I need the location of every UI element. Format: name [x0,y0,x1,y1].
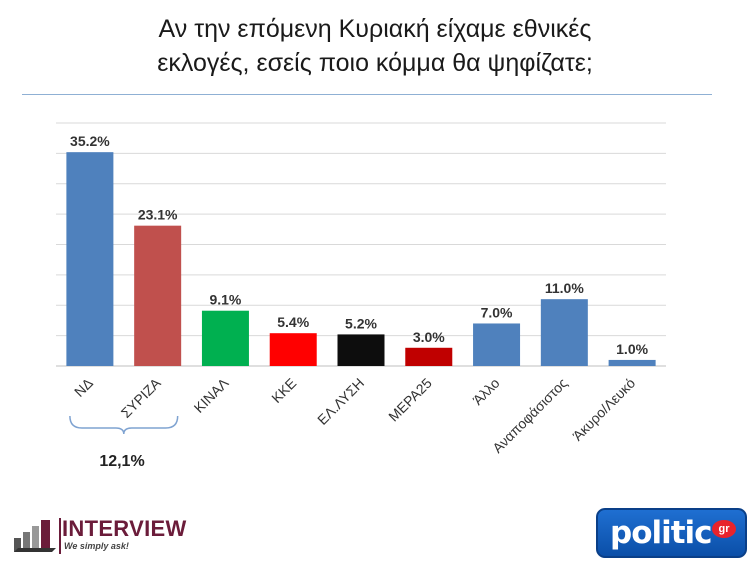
interview-bars-icon [14,520,56,552]
bar [269,333,317,366]
category-label: ΝΔ [71,375,96,400]
interview-name: INTERVIEW [62,516,187,541]
interview-tagline: We simply ask! [64,541,129,551]
politic-badge: gr [712,520,736,538]
title-divider [22,94,712,95]
title-line-1: Αν την επόμενη Κυριακή είχαμε εθνικές [158,15,592,43]
bar [66,152,114,366]
gap-bracket [69,415,179,435]
bar [473,323,521,366]
politic-wordmark: politic [610,515,713,551]
bar [201,310,249,366]
interview-logo: INTERVIEW We simply ask! [12,514,187,556]
category-label: ΜΕΡΑ25 [385,375,435,425]
bar [134,225,182,366]
data-label: 3.0% [413,329,445,345]
data-label: 1.0% [616,341,648,357]
data-label: 7.0% [481,304,513,320]
data-label: 5.4% [277,314,309,330]
bar [608,359,656,366]
politic-logo: politic gr [596,508,747,558]
gap-annotation: 12,1% [99,453,145,470]
category-label: Άλλο [469,375,502,408]
data-label: 5.2% [345,315,377,331]
bar [540,299,588,366]
data-label: 11.0% [545,280,584,296]
title-line-2: εκλογές, εσείς ποιο κόμμα θα ψηφίζατε; [157,49,593,77]
category-label: ΕΛ.ΛΥΣΗ [314,375,367,428]
category-label: Άκυρο/Λευκό [569,375,638,444]
bar [337,334,385,366]
data-label: 35.2% [70,133,110,149]
interview-separator [59,518,61,554]
category-label: ΚΚΕ [268,375,299,406]
data-label: 9.1% [209,292,241,308]
data-label: 23.1% [138,207,178,223]
category-label: ΣΥΡΙΖΑ [118,374,165,421]
category-label: ΚΙΝΑΛ [191,374,232,415]
bar [405,347,453,366]
chart-title: Αν την επόμενη Κυριακή είχαμε εθνικές εκ… [0,12,750,80]
